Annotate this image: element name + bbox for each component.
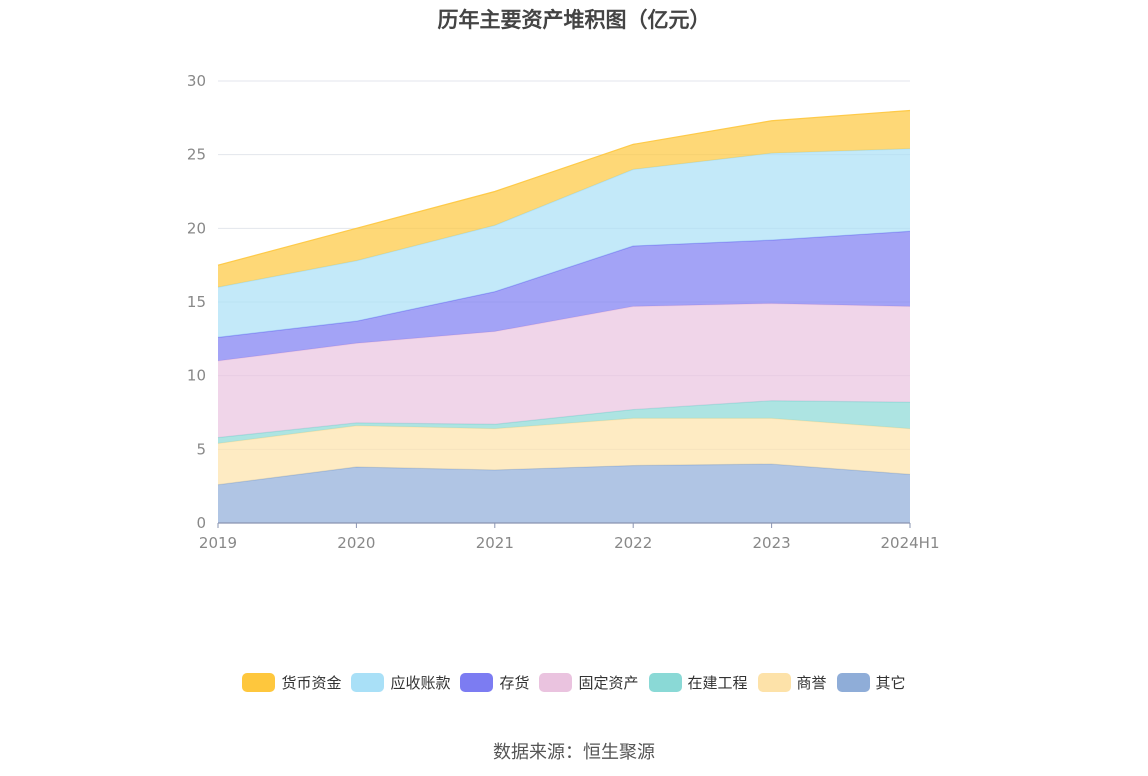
legend-item[interactable]: 存货 [460,672,529,693]
y-tick-label: 20 [187,219,206,237]
area-series-3 [218,303,910,438]
y-tick-label: 25 [187,146,206,164]
y-tick-label: 5 [196,440,206,458]
legend-item[interactable]: 其它 [836,672,906,693]
legend-swatch [757,673,791,692]
y-tick-label: 10 [187,367,206,385]
y-tick-label: 15 [187,293,206,311]
legend-label: 存货 [499,674,530,692]
legend-label: 应收账款 [390,674,451,692]
x-tick-label: 2023 [753,534,791,552]
legend-label: 货币资金 [281,674,342,692]
x-tick-label: 2019 [199,534,237,552]
legend-swatch [460,673,494,692]
x-tick-label: 2024H1 [881,534,940,552]
area-series [217,109,911,523]
area-series-2 [218,400,910,444]
area-series-6 [218,110,910,288]
legend-swatch [242,673,276,692]
legend-item[interactable]: 在建工程 [648,672,748,693]
legend-swatch [648,673,682,692]
legend-swatch [836,673,870,692]
y-tick-label: 30 [187,72,206,90]
source-note: 数据来源：恒生聚源 [493,742,655,763]
legend-label: 其它 [875,674,906,692]
area-series-1 [218,418,910,485]
axes: 0 5 10 15 20 25 30 2019 2020 2021 2022 2023 2024H1 [187,72,940,552]
legend-swatch [351,673,385,692]
legend-label: 在建工程 [687,674,748,692]
legend-item[interactable]: 固定资产 [539,672,639,693]
legend-label: 商誉 [796,674,827,692]
chart-title: 历年主要资产堆积图（亿元） [437,8,711,32]
area-series-4 [218,231,910,361]
y-tick-label: 0 [196,514,206,532]
x-tick-label: 2021 [476,534,514,552]
area-series-5 [218,148,910,338]
area-series-0 [218,464,910,523]
legend-item[interactable]: 商誉 [757,672,827,693]
legend-label: 固定资产 [578,674,639,692]
legend-item[interactable]: 货币资金 [242,672,341,693]
legend: 货币资金 应收账款 存货 固定资产 在建工程 商誉 其它 [0,672,1148,693]
x-tick-label: 2020 [337,534,375,552]
x-tick-label: 2022 [614,534,652,552]
legend-swatch [539,673,573,692]
stacked-area-chart: 0 5 10 15 20 25 30 2019 2020 2021 2022 2023 2024H1 [187,72,940,552]
legend-item[interactable]: 应收账款 [351,672,450,693]
series-line-6 [217,109,911,266]
